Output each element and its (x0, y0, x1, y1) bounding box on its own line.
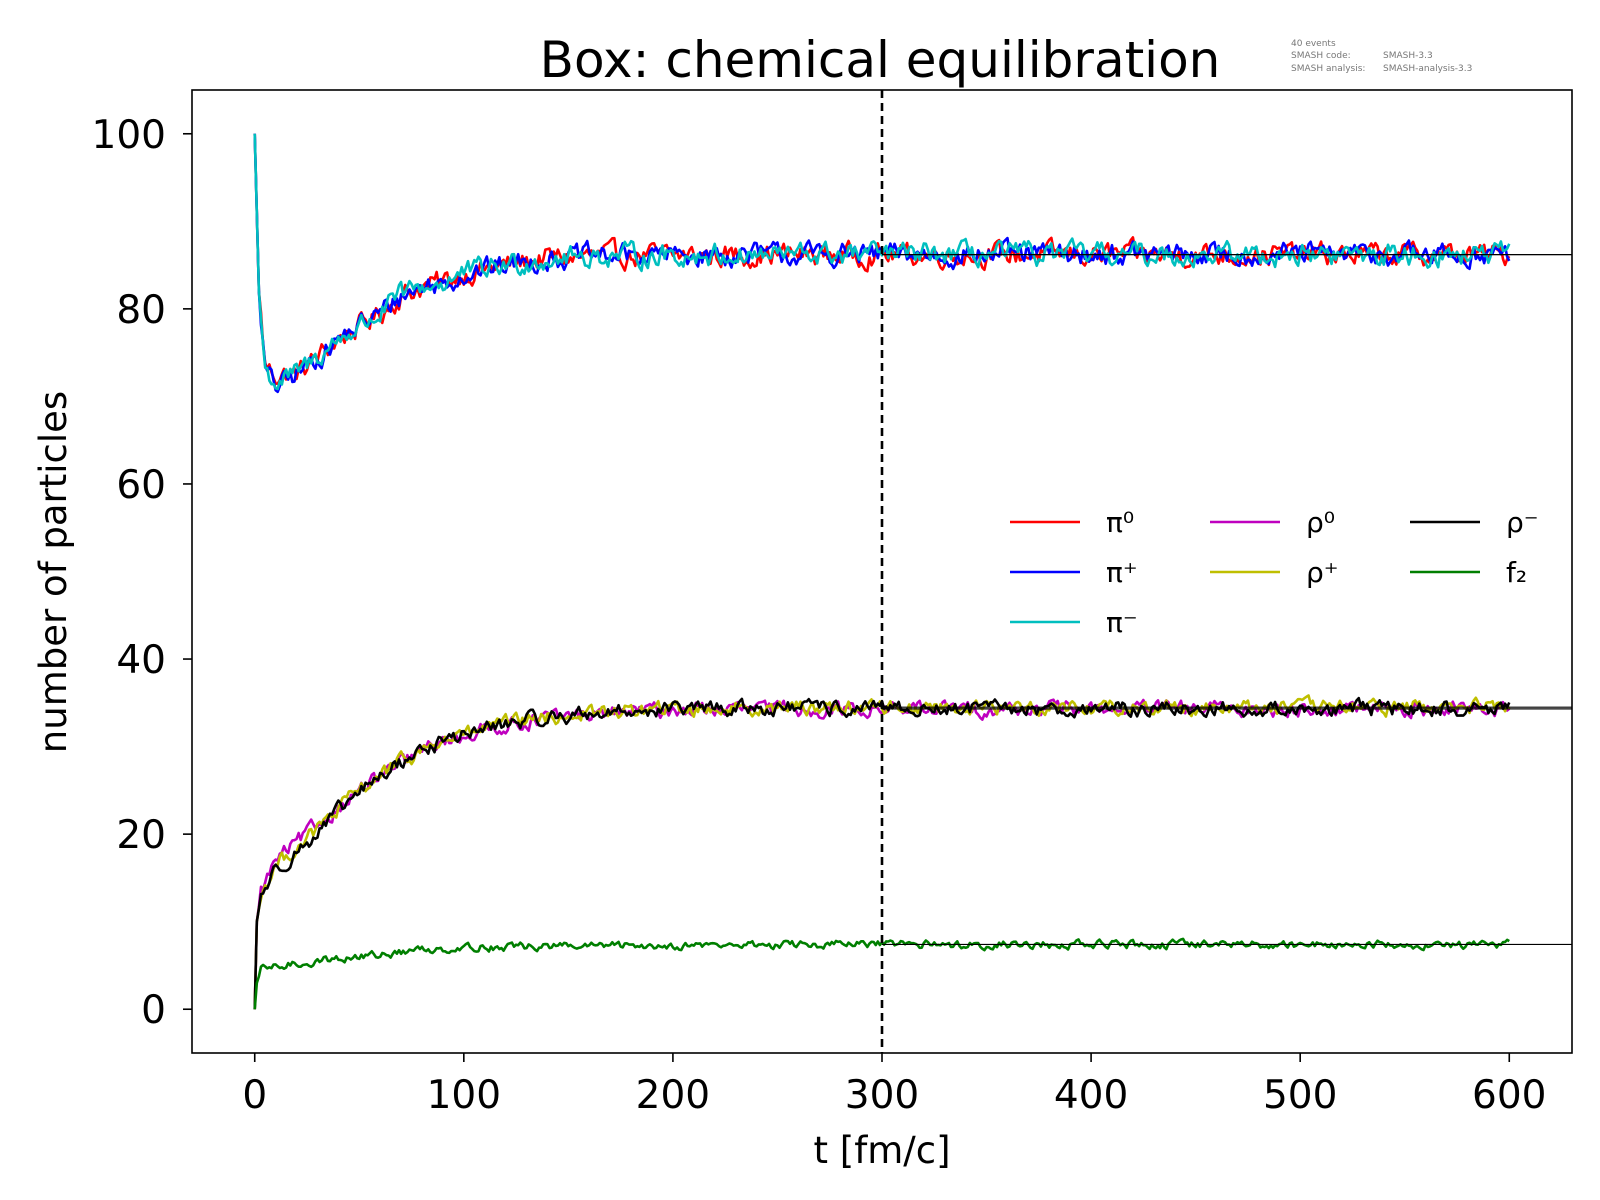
y-tick-label: 80 (116, 288, 166, 333)
y-axis: 0 20 40 60 80 100 (92, 113, 192, 1033)
reference-lines (880, 90, 1572, 1053)
x-tick-label: 300 (845, 1073, 919, 1118)
legend-label: f₂ (1506, 556, 1527, 589)
x-tick-label: 100 (427, 1073, 501, 1118)
x-tick-label: 500 (1263, 1073, 1337, 1118)
legend-label: π⁺ (1106, 556, 1138, 589)
legend-label: ρ⁺ (1306, 556, 1339, 589)
y-tick-label: 20 (116, 813, 166, 858)
legend-label: ρ⁻ (1506, 506, 1539, 539)
run-info-code-value: SMASH-3.3 (1383, 51, 1433, 61)
y-tick-label: 100 (92, 113, 166, 158)
x-tick-label: 0 (242, 1073, 267, 1118)
x-axis-label: t [fm/c] (813, 1129, 950, 1172)
series-line-2 (253, 133, 1511, 391)
legend: π⁰ π⁺ π⁻ ρ⁰ ρ⁺ ρ⁻ f₂ (1010, 506, 1539, 639)
y-axis-label: number of particles (32, 391, 75, 753)
run-info-annotation: 40 events SMASH code: SMASH-3.3 SMASH an… (1291, 39, 1472, 74)
run-info-code-label: SMASH code: (1291, 51, 1351, 61)
run-info-analysis-label: SMASH analysis: (1291, 64, 1365, 74)
y-tick-label: 0 (141, 988, 166, 1033)
legend-label: π⁻ (1106, 606, 1138, 639)
x-tick-label: 400 (1054, 1073, 1128, 1118)
y-tick-label: 60 (116, 463, 166, 508)
run-info-events: 40 events (1291, 39, 1336, 49)
x-axis: 0 100 200 300 400 500 600 (242, 1053, 1546, 1118)
x-tick-label: 600 (1472, 1073, 1546, 1118)
y-tick-label: 40 (116, 638, 166, 683)
legend-label: ρ⁰ (1306, 506, 1335, 539)
chart-title: Box: chemical equilibration (540, 31, 1221, 89)
x-tick-label: 200 (636, 1073, 710, 1118)
legend-label: π⁰ (1106, 506, 1134, 539)
run-info-analysis-value: SMASH-analysis-3.3 (1383, 64, 1472, 74)
